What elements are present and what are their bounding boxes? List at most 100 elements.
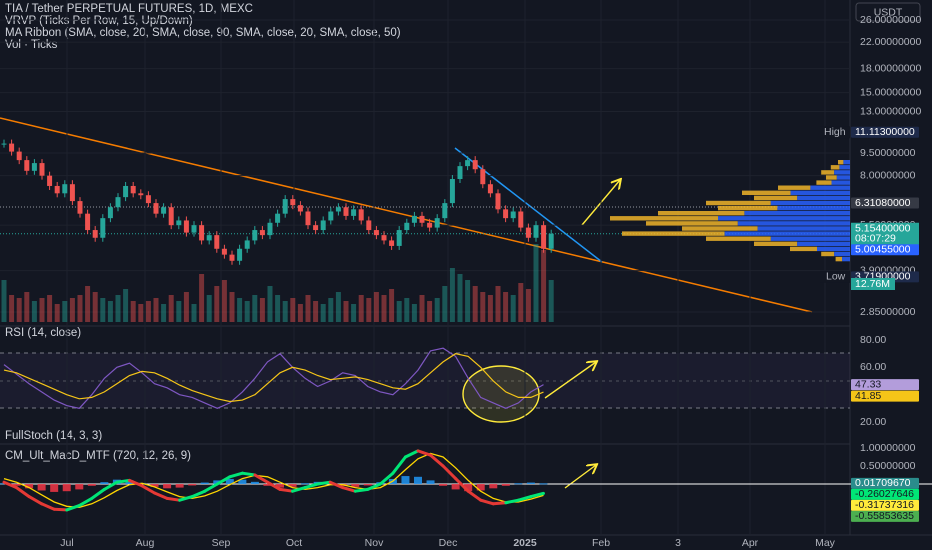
volume-bar: [366, 298, 372, 322]
macd-badge-bg: [851, 499, 919, 511]
macd-segment: [2, 480, 19, 490]
macd-hist-bar: [62, 484, 71, 492]
volume-bar: [259, 298, 265, 322]
profile-bar: [744, 211, 850, 216]
macd-segment: [291, 486, 307, 493]
high-tag: High: [824, 126, 846, 138]
candle-body: [510, 211, 516, 219]
macd-segment: [77, 496, 94, 508]
volume-bar: [54, 304, 60, 322]
profile-bar: [830, 165, 840, 170]
volume-bar: [39, 298, 45, 322]
candle-body: [168, 207, 174, 226]
currency[interactable]: USDT: [874, 6, 903, 18]
profile-bar: [831, 180, 850, 185]
candle-body: [1, 143, 7, 145]
macd-hist-bar: [288, 484, 297, 487]
profile-bar: [737, 221, 850, 226]
indicator-label: VRVP (Ticks Per Row, 15, Up/Down): [5, 15, 193, 27]
macd-hist-bar: [125, 480, 134, 484]
low-tag-bg: [820, 270, 850, 283]
last-price-bg: [851, 222, 919, 245]
candle-body: [9, 143, 15, 152]
volume-bar: [107, 301, 113, 322]
candle-body: [427, 222, 433, 228]
macd-hist-bar: [50, 484, 59, 492]
candle-body: [199, 225, 205, 241]
candle-body: [335, 207, 341, 212]
profile-bar: [610, 216, 718, 221]
volume-bar: [465, 280, 471, 322]
volume-bar: [389, 289, 395, 322]
candle-body: [358, 209, 364, 221]
candle-body: [31, 163, 37, 171]
candle-body: [54, 185, 60, 194]
macd-hist-bar: [213, 480, 222, 484]
candle-body: [85, 213, 91, 231]
volume-bar: [16, 298, 22, 322]
high-label-bg: [851, 126, 919, 138]
volume-bar: [495, 286, 501, 322]
time-label: Sep: [212, 537, 231, 549]
poc-label: 5.00455000: [855, 244, 911, 256]
candle-body: [24, 160, 30, 171]
profile-bar: [821, 251, 835, 257]
volume-bar: [396, 301, 402, 322]
volume-bar: [548, 280, 554, 322]
rsi-badge: 47.33: [855, 378, 881, 390]
macd-hist-bar: [451, 484, 460, 490]
profile-bar: [754, 241, 798, 246]
candle-body: [442, 203, 448, 219]
volume-bar: [183, 292, 189, 322]
volume-bar: [1, 280, 7, 322]
macd-segment: [127, 478, 144, 488]
macd-segment: [504, 498, 520, 505]
volume-bar: [328, 298, 334, 322]
candle-body: [123, 185, 129, 198]
time-label: May: [815, 537, 836, 549]
volume-bar: [191, 304, 197, 322]
candle-body: [16, 151, 22, 161]
macd-badge: -0.55853635: [855, 510, 914, 522]
candle-body: [183, 220, 189, 233]
candle-body: [541, 225, 547, 249]
volume-bar: [31, 301, 37, 322]
time-label: Jul: [60, 537, 73, 549]
candle-body: [100, 218, 106, 238]
stoch-label: FullStoch (14, 3, 3): [5, 430, 102, 442]
macd-segment: [441, 464, 458, 481]
macd-segment: [265, 480, 282, 491]
macd-segment: [215, 475, 232, 486]
macd-tick-label: 1.00000000: [860, 442, 916, 454]
volume-bar: [62, 301, 68, 322]
macd-hist-bar: [150, 484, 159, 487]
time-label: Oct: [286, 537, 302, 549]
candle-body: [206, 235, 212, 241]
macd-segment: [491, 501, 508, 506]
volume-bar: [92, 292, 98, 322]
volume-bar: [434, 298, 440, 322]
currency-box[interactable]: [855, 2, 921, 22]
volume-bar: [472, 286, 478, 322]
macd-segment: [27, 495, 44, 506]
volume-bar: [381, 295, 387, 322]
volume-bar: [373, 292, 379, 322]
profile-bar: [682, 226, 758, 231]
profile-bar: [790, 190, 850, 195]
indicator-label: Vol · Ticks: [5, 39, 58, 51]
candle-body: [161, 207, 167, 214]
candle-body: [480, 169, 486, 185]
candle-body: [495, 193, 501, 210]
volume-bar: [252, 295, 258, 322]
profile-bar: [810, 185, 850, 190]
volume-bar: [503, 292, 509, 322]
macd-segment: [140, 484, 157, 495]
trend-line: [454, 147, 603, 263]
candle-body: [396, 230, 402, 246]
rsi-badge: 41.85: [855, 390, 881, 402]
macd-segment: [278, 487, 295, 493]
candle-body: [267, 222, 273, 236]
price-tick-label: 13.00000000: [860, 105, 921, 117]
macd-hist-bar: [200, 482, 209, 484]
volume-bar: [145, 301, 151, 322]
